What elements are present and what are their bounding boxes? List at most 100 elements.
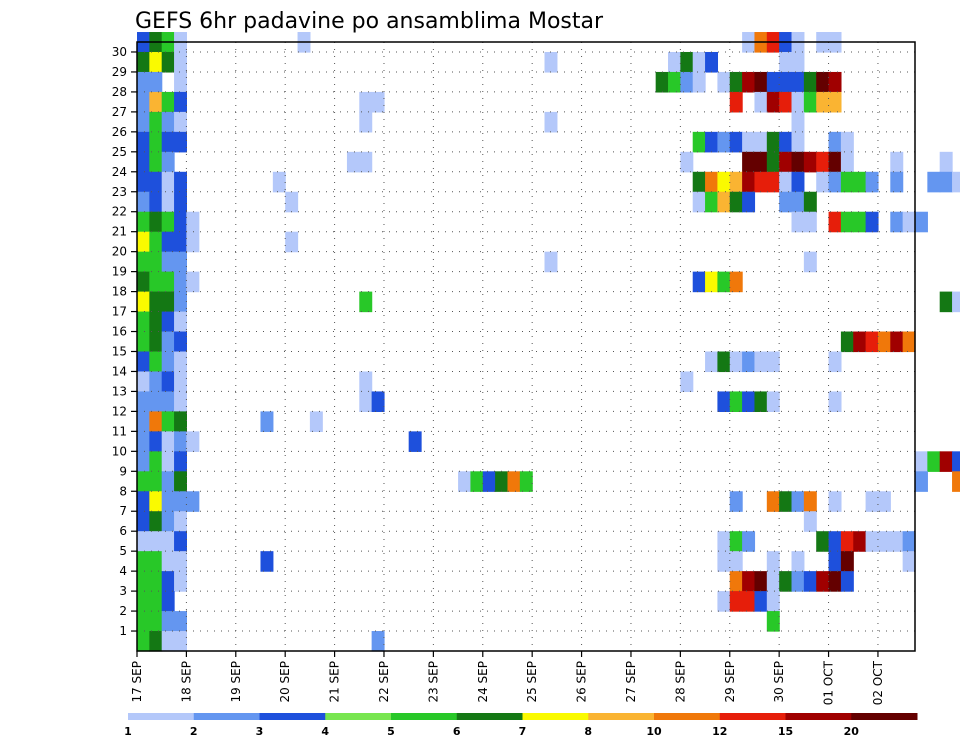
y-tick-label: 27: [112, 105, 127, 119]
heatmap-cell: [149, 411, 163, 432]
heatmap-cell: [840, 151, 854, 173]
heatmap-cell: [174, 231, 187, 253]
heatmap-cell: [828, 571, 842, 592]
heatmap-cell: [939, 171, 953, 193]
heatmap-cell: [137, 71, 150, 93]
heatmap-cell: [840, 531, 854, 552]
heatmap-cell: [828, 211, 842, 233]
heatmap-cell: [161, 491, 175, 512]
heatmap-cell: [149, 571, 163, 592]
heatmap-cell: [754, 171, 768, 193]
heatmap-cell: [890, 531, 904, 552]
heatmap-cell: [791, 571, 805, 592]
heatmap-cell: [137, 531, 150, 552]
heatmap-cell: [705, 271, 719, 293]
y-tick-label: 20: [112, 245, 127, 259]
heatmap-cell: [161, 91, 175, 113]
heatmap-cell: [939, 451, 953, 472]
heatmap-cell: [149, 551, 163, 572]
heatmap-cell: [816, 91, 830, 113]
heatmap-cell: [149, 491, 163, 512]
heatmap-cell: [174, 171, 187, 193]
heatmap-cell: [161, 191, 175, 213]
heatmap-cell: [742, 391, 756, 412]
heatmap-cell: [902, 211, 916, 233]
heatmap-cell: [161, 291, 175, 313]
heatmap-cell: [729, 531, 743, 552]
heatmap-cell: [729, 351, 743, 373]
heatmap-cell: [865, 491, 879, 512]
y-tick-label: 8: [119, 484, 127, 498]
heatmap-cell: [890, 211, 904, 233]
heatmap-cell: [729, 391, 743, 412]
heatmap-cell: [161, 251, 175, 273]
heatmap-cell: [779, 131, 793, 153]
heatmap-cell: [161, 271, 175, 293]
heatmap-cell: [717, 271, 731, 293]
heatmap-cell: [803, 191, 817, 213]
heatmap-cell: [149, 71, 163, 93]
heatmap-cell: [149, 451, 163, 472]
heatmap-cell: [668, 71, 681, 93]
heatmap-cell: [161, 591, 175, 612]
heatmap-cell: [816, 171, 830, 193]
heatmap-cell: [853, 531, 867, 552]
heatmap-cell: [692, 171, 706, 193]
heatmap-cell: [161, 371, 175, 393]
heatmap-cell: [495, 471, 509, 492]
y-tick-label: 6: [119, 524, 127, 538]
heatmap-cell: [186, 211, 200, 233]
heatmap-cell: [717, 191, 731, 213]
heatmap-cell: [149, 211, 163, 233]
colorbar-swatch: [851, 713, 918, 720]
heatmap-cell: [137, 451, 150, 472]
heatmap-cell: [939, 151, 953, 173]
heatmap-cell: [692, 191, 706, 213]
heatmap-cell: [137, 371, 150, 393]
heatmap-cell: [840, 131, 854, 153]
heatmap-cell: [174, 291, 187, 313]
colorbar-swatch: [391, 713, 458, 720]
heatmap-cell: [779, 91, 793, 113]
heatmap-cell: [828, 171, 842, 193]
y-tick-label: 21: [112, 225, 127, 239]
heatmap-cell: [186, 231, 200, 253]
heatmap-cell: [359, 111, 373, 133]
heatmap-cells: [137, 32, 960, 652]
heatmap-cell: [816, 531, 830, 552]
heatmap-cell: [137, 611, 150, 632]
heatmap-cell: [137, 251, 150, 273]
heatmap-cell: [359, 151, 373, 173]
heatmap-cell: [902, 531, 916, 552]
heatmap-cell: [680, 71, 694, 93]
heatmap-cell: [174, 551, 187, 572]
heatmap-cell: [742, 71, 756, 93]
colorbar-swatch: [522, 713, 589, 720]
heatmap-cell: [742, 171, 756, 193]
heatmap-cell: [729, 71, 743, 93]
heatmap-cell: [853, 171, 867, 193]
heatmap-cell: [519, 471, 533, 492]
heatmap-cell: [717, 531, 731, 552]
x-axis-ticks: 17 SEP 18 SEP 19 SEP 20 SEP 21 SEP 22 SEP 23 S…: [130, 651, 885, 705]
heatmap-cell: [137, 551, 150, 572]
y-tick-label: 26: [112, 125, 127, 139]
heatmap-cell: [149, 311, 163, 333]
heatmap-cell: [754, 571, 768, 592]
heatmap-cell: [149, 331, 163, 353]
heatmap-cell: [174, 631, 187, 652]
heatmap-cell: [137, 91, 150, 113]
heatmap-cell: [137, 571, 150, 592]
heatmap-cell: [161, 551, 175, 572]
heatmap-cell: [791, 111, 805, 133]
heatmap-cell: [828, 151, 842, 173]
heatmap-cell: [359, 91, 373, 113]
heatmap-cell: [161, 571, 175, 592]
heatmap-cell: [729, 551, 743, 572]
heatmap-cell: [766, 571, 780, 592]
heatmap-cell: [149, 391, 163, 412]
heatmap-cell: [742, 571, 756, 592]
x-tick-label: 20 SEP: [278, 661, 292, 703]
heatmap-cell: [840, 171, 854, 193]
heatmap-cell: [766, 491, 780, 512]
